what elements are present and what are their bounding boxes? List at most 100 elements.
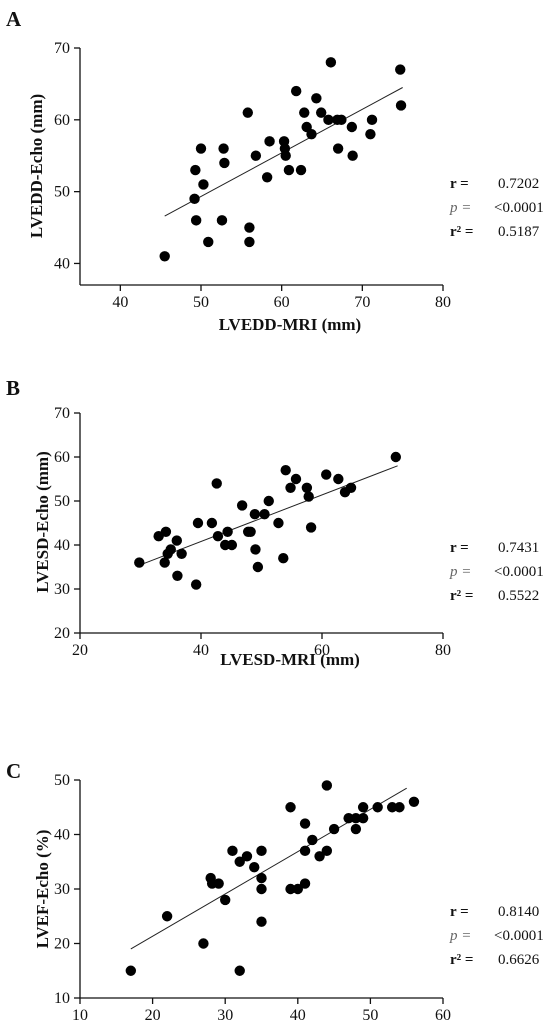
data-point [314,851,325,862]
p-label: p = [449,928,471,944]
r-label: r = [450,540,469,556]
data-point [299,845,311,857]
data-point [198,938,209,949]
x-tick-label: 40 [290,1007,306,1024]
p-value: <0.0001 [494,928,544,944]
y-tick-label: 60 [54,449,70,466]
data-point [263,495,274,507]
panel-letter: C [6,759,21,783]
data-point [299,107,310,118]
data-point [357,812,369,824]
data-point [357,802,369,813]
panel-letter: B [6,376,20,400]
data-point [245,526,256,537]
data-point [336,114,347,126]
data-point [222,526,233,537]
data-point [250,544,261,555]
x-tick-label: 20 [72,642,88,659]
data-point [372,802,383,813]
data-point [256,872,267,884]
x-tick-label: 50 [193,294,209,311]
data-point [292,883,303,895]
data-point [280,465,291,476]
x-tick-label: 60 [435,1007,451,1024]
data-point [328,823,340,835]
r-value: 0.7202 [498,176,539,192]
x-tick-label: 60 [274,294,290,311]
y-tick-label: 20 [54,625,70,642]
data-point [249,862,260,873]
data-point [165,544,176,555]
y-tick-label: 40 [54,255,70,272]
data-point [256,845,267,857]
x-tick-label: 10 [72,1007,88,1024]
data-point [321,780,333,791]
data-point [190,215,202,226]
data-point [264,136,275,147]
data-point [134,557,145,568]
r-value: 0.7431 [498,540,539,556]
data-point [259,509,270,520]
data-point [365,128,376,140]
data-point [315,107,327,118]
data-point [295,164,307,176]
r2-label: r² = [450,588,473,604]
chart-panel-b: B 20 40 60 80 20 30 40 50 60 70 LVESD-MRI (mm) LVESD… [6,376,544,669]
data-point [311,93,322,104]
y-tick-label: 70 [54,405,70,422]
data-point [285,883,296,895]
y-tick-label: 50 [54,184,70,201]
x-tick-label: 70 [354,294,370,311]
data-point [290,473,302,485]
data-point [350,823,362,835]
data-point [250,150,262,161]
data-point [299,818,311,829]
data-point [227,845,238,857]
r2-label: r² = [450,952,473,968]
data-point [192,517,204,529]
data-point [395,64,406,75]
x-axis-title: LVEDD-MRI (mm) [219,315,361,334]
data-point [218,143,229,154]
data-point [306,128,317,140]
data-point [321,469,332,480]
data-point [390,451,402,463]
p-label: p = [449,564,471,580]
data-point [203,236,214,248]
data-point [386,802,398,813]
r2-value: 0.5187 [498,224,540,240]
data-point [213,878,224,889]
data-point [256,883,267,895]
data-point [160,526,172,537]
y-axis-title: LVEF-Echo (%) [33,830,52,949]
r-value: 0.8140 [498,904,539,920]
data-point [299,878,311,889]
data-point [261,172,273,183]
p-label: p = [449,200,471,216]
x-tick-label: 30 [217,1007,233,1024]
data-point [256,916,267,927]
data-point [220,894,231,906]
data-point [195,143,207,154]
data-point [301,482,313,493]
y-tick-label: 10 [54,990,70,1007]
data-point [305,522,317,533]
data-point [236,500,248,511]
data-point [249,509,261,520]
x-tick-label: 50 [362,1007,378,1024]
data-point [234,856,245,867]
y-tick-label: 50 [54,772,70,789]
y-axis-title: LVEDD-Echo (mm) [27,94,46,238]
data-point [172,570,183,581]
y-tick-label: 60 [54,112,70,129]
data-point [244,222,255,233]
y-tick-label: 40 [54,537,70,554]
data-point [345,482,357,493]
data-point [366,114,378,126]
data-point [280,150,291,161]
y-axis-title: LVESD-Echo (mm) [33,451,52,593]
data-point [283,164,295,176]
data-point [346,121,358,133]
data-point [350,812,362,824]
data-point [159,251,170,262]
